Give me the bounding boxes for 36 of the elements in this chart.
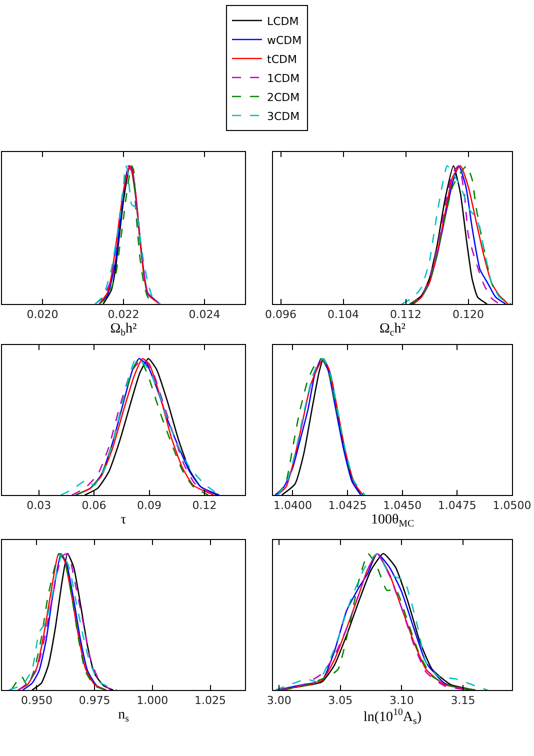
legend-label: 3CDM	[267, 110, 300, 123]
x-tick-label: 0.03	[26, 499, 52, 512]
x-tick-label: 1.0475	[438, 499, 476, 512]
x-axis-title: n$_{s}$	[118, 708, 130, 724]
x-tick-label: 1.0500	[492, 499, 532, 512]
x-tick-label: 1.0400	[273, 499, 312, 512]
x-tick-label: 0.09	[137, 499, 162, 512]
x-tick-label: 0.020	[26, 308, 58, 322]
x-tick-label: 1.000	[136, 694, 168, 708]
legend-label: tCDM	[267, 52, 297, 66]
x-tick-label: 1.025	[194, 694, 226, 708]
x-tick-label: 0.096	[265, 308, 297, 322]
x-tick-label: 3.10	[389, 694, 414, 708]
legend-label: wCDM	[267, 34, 302, 47]
x-tick-label: 0.950	[20, 694, 52, 708]
legend-label: LCDM	[267, 14, 299, 28]
x-tick-label: 3.00	[266, 694, 292, 708]
legend-label: 2CDM	[267, 90, 300, 104]
x-tick-label: 0.12	[192, 499, 217, 512]
x-axis-title: ln(10$^{10}$A$_{s}$)	[364, 707, 422, 728]
x-axis-title: 100θ$_{MC}$	[371, 512, 414, 530]
x-tick-label: 0.104	[328, 308, 360, 322]
legend-label: 1CDM	[267, 72, 300, 85]
x-tick-label: 0.112	[390, 308, 422, 322]
x-tick-label: 0.022	[108, 308, 140, 322]
x-axis-title: τ	[120, 512, 127, 528]
x-axis-title: Ω$_{c}$h²	[380, 322, 406, 338]
x-tick-label: 3.05	[328, 694, 353, 708]
x-axis-title: Ω$_{b}$h²	[110, 322, 137, 338]
x-tick-label: 0.120	[452, 308, 484, 322]
x-tick-label: 0.06	[82, 499, 106, 512]
x-tick-label: 0.024	[188, 308, 220, 322]
x-tick-label: 3.15	[450, 694, 476, 708]
x-tick-label: 0.975	[78, 694, 110, 708]
x-tick-label: 1.0425	[328, 499, 367, 512]
x-tick-label: 1.0450	[383, 499, 422, 512]
